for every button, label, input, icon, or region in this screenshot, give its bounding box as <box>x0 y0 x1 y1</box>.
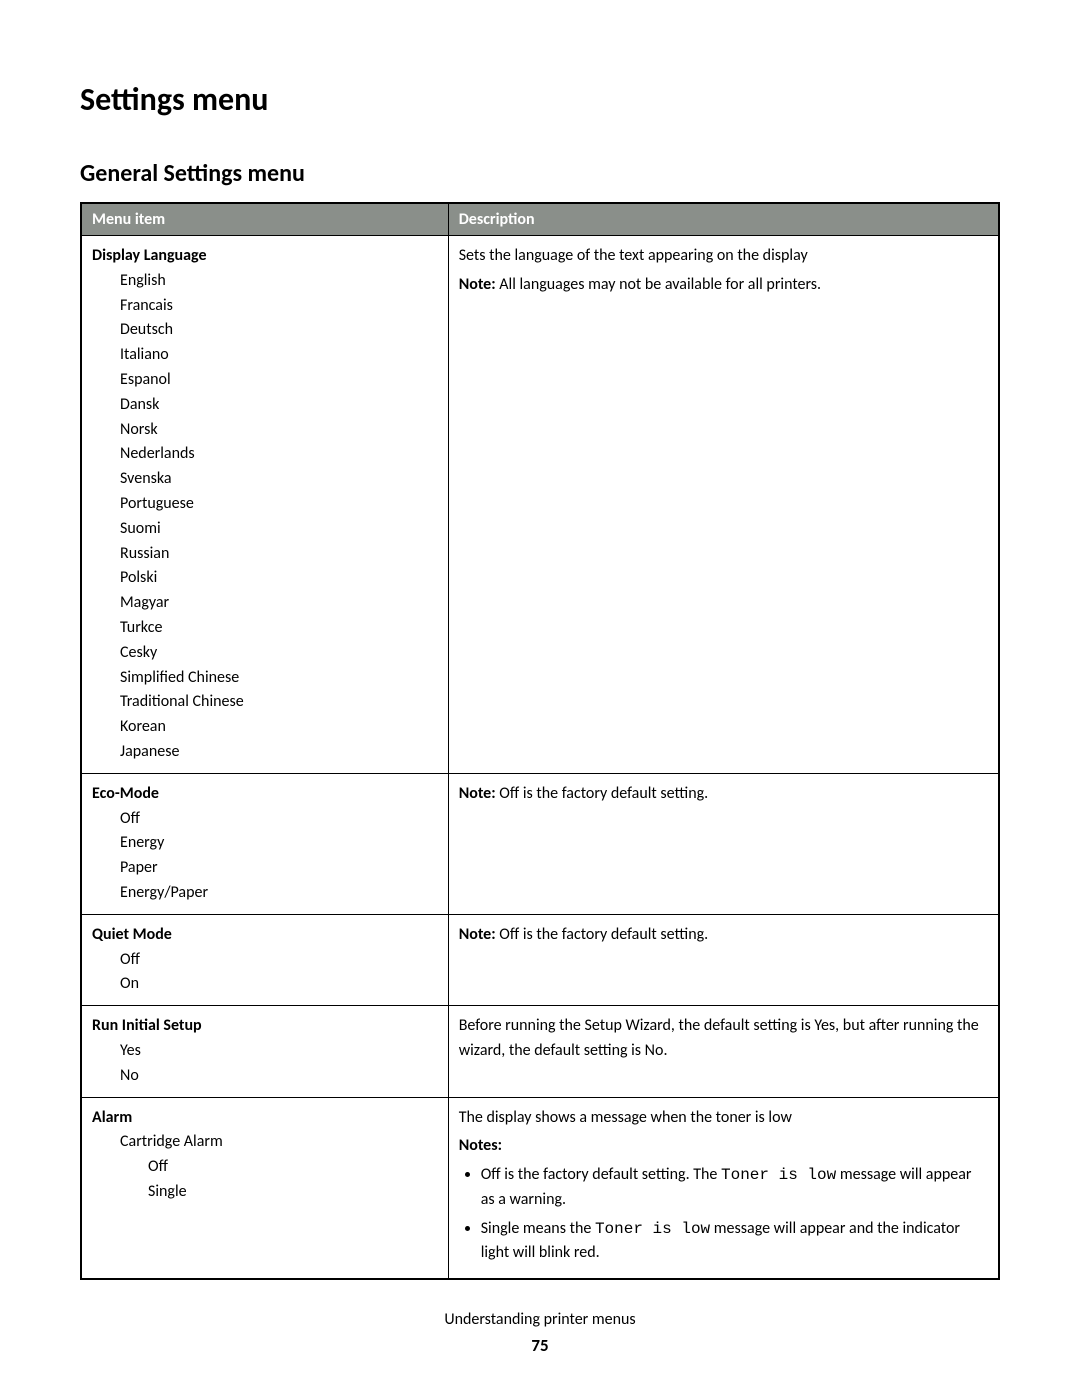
option: Dansk <box>120 393 438 418</box>
note-label: Note: <box>459 275 496 294</box>
option: Italiano <box>120 343 438 368</box>
cell-menu-item: Alarm Cartridge Alarm Off Single <box>81 1097 448 1279</box>
table-row: Alarm Cartridge Alarm Off Single The dis… <box>81 1097 999 1279</box>
option: Off <box>148 1155 438 1180</box>
document-page: Settings menu General Settings menu Menu… <box>0 0 1080 1397</box>
menu-item-title: Display Language <box>92 246 207 265</box>
option: Svenska <box>120 467 438 492</box>
option: Yes <box>120 1039 438 1064</box>
cell-description: Sets the language of the text appearing … <box>448 236 999 774</box>
option: Cesky <box>120 641 438 666</box>
option: On <box>120 972 438 997</box>
option: Energy <box>120 831 438 856</box>
option: Paper <box>120 856 438 881</box>
sub-title: Cartridge Alarm <box>120 1130 438 1155</box>
settings-table: Menu item Description Display Language E… <box>80 202 1000 1280</box>
code-text: Toner is low <box>595 1220 710 1238</box>
list-item: Off is the factory default setting. The … <box>481 1163 988 1213</box>
menu-item-title: Eco-Mode <box>92 784 159 803</box>
col-header-description: Description <box>448 203 999 236</box>
cell-menu-item: Quiet Mode Off On <box>81 914 448 1005</box>
option: Francais <box>120 294 438 319</box>
option: Single <box>148 1180 438 1205</box>
option: Off <box>120 807 438 832</box>
option: Korean <box>120 715 438 740</box>
description-note: Note: Off is the factory default setting… <box>459 923 988 948</box>
footer-section-title: Understanding printer menus <box>80 1310 1000 1329</box>
col-header-menu-item: Menu item <box>81 203 448 236</box>
note-text: Off is the factory default setting. <box>496 784 709 803</box>
option: Simplified Chinese <box>120 666 438 691</box>
cell-description: Note: Off is the factory default setting… <box>448 914 999 1005</box>
description-note: Note: Off is the factory default setting… <box>459 782 988 807</box>
menu-item-title: Quiet Mode <box>92 925 172 944</box>
cell-menu-item: Eco-Mode Off Energy Paper Energy/Paper <box>81 773 448 914</box>
menu-item-options: Off Single <box>120 1155 438 1205</box>
option: Espanol <box>120 368 438 393</box>
menu-item-options: Off Energy Paper Energy/Paper <box>92 807 438 906</box>
text: Single means the <box>481 1219 595 1238</box>
note-label: Note: <box>459 925 496 944</box>
option: No <box>120 1064 438 1089</box>
menu-item-suboption: Cartridge Alarm Off Single <box>92 1130 438 1204</box>
description-text: Before running the Setup Wizard, the def… <box>459 1014 988 1064</box>
notes-label: Notes: <box>459 1134 988 1159</box>
table-row: Quiet Mode Off On Note: Off is the facto… <box>81 914 999 1005</box>
option: Portuguese <box>120 492 438 517</box>
option: Magyar <box>120 591 438 616</box>
footer-page-number: 75 <box>80 1335 1000 1356</box>
text: Off is the factory default setting. The <box>481 1165 721 1184</box>
menu-item-title: Run Initial Setup <box>92 1016 202 1035</box>
menu-item-options: Off On <box>92 948 438 998</box>
page-title-h1: Settings menu <box>80 80 1000 119</box>
option: Suomi <box>120 517 438 542</box>
option: Traditional Chinese <box>120 690 438 715</box>
option: Nederlands <box>120 442 438 467</box>
table-row: Display Language English Francais Deutsc… <box>81 236 999 774</box>
cell-menu-item: Display Language English Francais Deutsc… <box>81 236 448 774</box>
cell-menu-item: Run Initial Setup Yes No <box>81 1006 448 1097</box>
option: Energy/Paper <box>120 881 438 906</box>
option: Off <box>120 948 438 973</box>
option: Russian <box>120 542 438 567</box>
menu-item-options: Yes No <box>92 1039 438 1089</box>
table-header-row: Menu item Description <box>81 203 999 236</box>
table-row: Run Initial Setup Yes No Before running … <box>81 1006 999 1097</box>
menu-item-title: Alarm <box>92 1108 132 1127</box>
option: Deutsch <box>120 318 438 343</box>
description-note: Note: All languages may not be available… <box>459 273 988 298</box>
menu-item-options: English Francais Deutsch Italiano Espano… <box>92 269 438 765</box>
note-text: All languages may not be available for a… <box>496 275 821 294</box>
note-label: Note: <box>459 784 496 803</box>
table-row: Eco-Mode Off Energy Paper Energy/Paper N… <box>81 773 999 914</box>
option: Japanese <box>120 740 438 765</box>
description-text: Sets the language of the text appearing … <box>459 244 988 269</box>
list-item: Single means the Toner is low message wi… <box>481 1217 988 1267</box>
option: Norsk <box>120 418 438 443</box>
note-text: Off is the factory default setting. <box>496 925 709 944</box>
option: Turkce <box>120 616 438 641</box>
option: English <box>120 269 438 294</box>
cell-description: Note: Off is the factory default setting… <box>448 773 999 914</box>
option: Polski <box>120 566 438 591</box>
page-title-h2: General Settings menu <box>80 159 1000 188</box>
notes-list: Off is the factory default setting. The … <box>459 1163 988 1266</box>
code-text: Toner is low <box>721 1166 836 1184</box>
cell-description: Before running the Setup Wizard, the def… <box>448 1006 999 1097</box>
cell-description: The display shows a message when the ton… <box>448 1097 999 1279</box>
description-text: The display shows a message when the ton… <box>459 1106 988 1131</box>
